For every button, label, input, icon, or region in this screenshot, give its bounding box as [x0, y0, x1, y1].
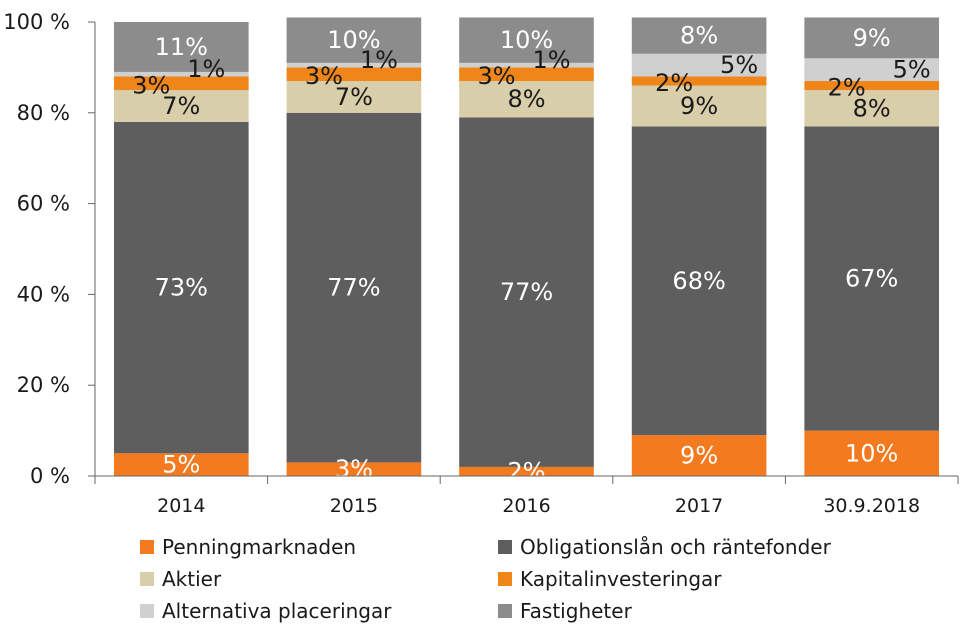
legend-swatch	[140, 540, 154, 554]
data-label: 7%	[162, 92, 200, 120]
bar-segment	[113, 22, 249, 72]
bar-segment	[804, 58, 940, 82]
data-label: 1%	[532, 46, 570, 74]
legend-swatch	[140, 604, 154, 618]
data-label: 3%	[132, 71, 170, 99]
legend-label: Fastigheter	[520, 599, 633, 623]
bar-segment	[804, 126, 940, 431]
bar-segment	[286, 17, 422, 63]
bar-segment	[631, 17, 767, 54]
data-label: 2%	[507, 457, 545, 485]
bar-segment	[459, 17, 594, 63]
bar-segment	[459, 466, 594, 476]
y-tick-label: 40 %	[17, 282, 70, 306]
legend: Penningmarknaden Obligationslån och ränte…	[140, 535, 832, 623]
data-label: 77%	[327, 274, 380, 302]
data-label: 8%	[853, 94, 891, 122]
bar-segment	[286, 112, 422, 463]
data-label: 7%	[335, 83, 373, 111]
data-label: 11%	[155, 33, 208, 61]
bar-segment	[459, 62, 594, 68]
legend-label: Aktier	[162, 567, 222, 591]
data-label: 73%	[155, 274, 208, 302]
x-category-label: 2015	[330, 495, 378, 517]
bar-segment	[459, 67, 594, 82]
bar-segment	[631, 435, 767, 476]
bar-segment	[459, 81, 594, 118]
data-label: 5%	[162, 451, 200, 479]
bar-segment	[286, 62, 422, 68]
legend-swatch	[498, 604, 512, 618]
x-category-label: 2014	[157, 495, 205, 517]
bar-segment	[631, 126, 767, 436]
data-label: 2%	[828, 74, 866, 102]
y-tick-label: 100 %	[3, 10, 70, 34]
data-label: 5%	[893, 56, 931, 84]
legend-swatch	[140, 572, 154, 586]
data-label: 10%	[500, 26, 553, 54]
data-label: 3%	[305, 62, 343, 90]
legend-label: Penningmarknaden	[162, 535, 356, 559]
bar-segment	[804, 17, 940, 59]
bar-segment	[113, 71, 249, 77]
bar-segment	[113, 121, 249, 454]
data-label: 68%	[672, 267, 725, 295]
bar-segment	[113, 90, 249, 122]
legend-label: Alternativa placeringar	[162, 599, 392, 623]
data-label: 8%	[680, 22, 718, 50]
y-tick-label: 60 %	[17, 192, 70, 216]
data-label: 77%	[500, 278, 553, 306]
y-axis: 0 % 20 % 40 % 60 % 80 % 100 %	[3, 10, 96, 488]
data-label: 3%	[335, 455, 373, 483]
data-label: 10%	[845, 439, 898, 467]
data-label: 5%	[720, 51, 758, 79]
y-tick-label: 80 %	[17, 101, 70, 125]
data-label: 9%	[680, 92, 718, 120]
data-label: 9%	[853, 24, 891, 52]
x-category-label: 2016	[502, 495, 550, 517]
bar-segment	[113, 76, 249, 91]
x-category-label: 30.9.2018	[823, 495, 920, 517]
legend-swatch	[498, 572, 512, 586]
legend-label: Obligationslån och räntefonder	[520, 535, 832, 559]
data-label: 1%	[187, 55, 225, 83]
data-label: 10%	[327, 26, 380, 54]
legend-swatch	[498, 540, 512, 554]
data-label: 9%	[680, 442, 718, 470]
bar-segment	[804, 430, 940, 476]
y-tick-label: 20 %	[17, 373, 70, 397]
bar-segment	[804, 81, 940, 91]
data-label: 1%	[360, 46, 398, 74]
y-tick-label: 0 %	[30, 464, 70, 488]
bar-segment	[631, 85, 767, 127]
bar-segment	[113, 453, 249, 476]
data-label: 67%	[845, 265, 898, 293]
x-axis: 2014 2015 2016 2017 30.9.2018	[94, 475, 959, 517]
bar-segment	[804, 90, 940, 127]
legend-label: Kapitalinvesteringar	[520, 567, 722, 591]
bar-segment	[286, 462, 422, 476]
bars: 5%73%7%3%1%11%3%77%7%3%1%10%2%77%8%3%1%1…	[113, 17, 940, 485]
data-label: 3%	[477, 62, 515, 90]
bar-segment	[631, 76, 767, 86]
data-label: 2%	[655, 69, 693, 97]
bar-segment	[286, 67, 422, 82]
data-label: 8%	[507, 85, 545, 113]
bar-segment	[286, 81, 422, 113]
bar-segment	[631, 53, 767, 77]
x-category-label: 2017	[675, 495, 723, 517]
bar-segment	[459, 117, 594, 467]
